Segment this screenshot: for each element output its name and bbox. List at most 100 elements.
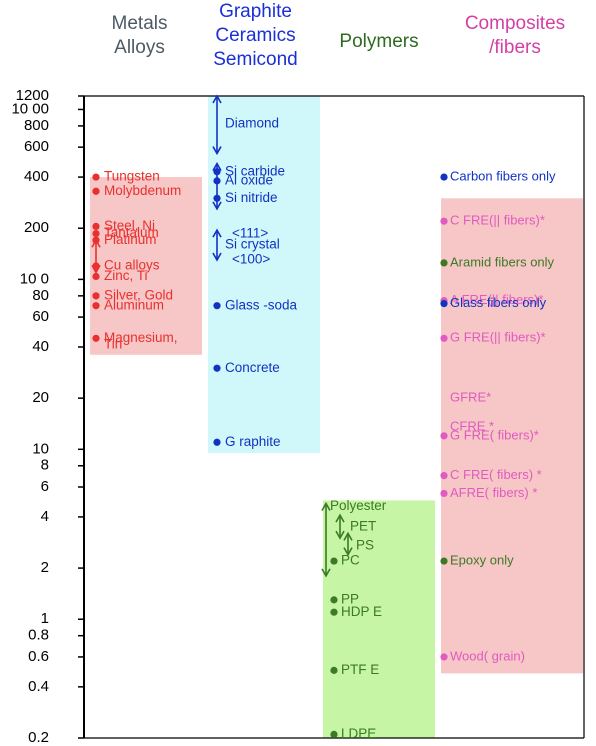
data-point (440, 432, 448, 440)
range-arrowhead (212, 228, 222, 238)
point-label: Al oxide (225, 172, 273, 187)
point-label: Platinum (104, 232, 157, 247)
point-label: Polyester (330, 498, 387, 513)
point-label: Aluminum (104, 297, 164, 312)
y-tick-label: 6 (41, 478, 49, 495)
data-point (440, 300, 448, 308)
column-band (441, 198, 583, 674)
column-header-polymers: Polymers (320, 30, 438, 54)
data-point (440, 173, 448, 181)
point-label: Si carbide (225, 163, 285, 178)
range-arrowhead (321, 568, 331, 578)
y-tick-label: 80 (32, 287, 49, 304)
data-point (92, 302, 100, 310)
data-point (330, 608, 338, 616)
point-label: <111> (232, 226, 268, 241)
data-point (440, 489, 448, 498)
data-point (213, 177, 221, 185)
range-arrowhead (212, 162, 222, 172)
data-point (92, 334, 100, 342)
y-tick-label: 10 0 (20, 270, 49, 287)
data-point (213, 194, 221, 202)
data-point (213, 364, 221, 372)
data-point (330, 596, 338, 604)
data-point (440, 557, 448, 565)
point-label: Tantalum (104, 225, 159, 240)
range-arrowhead (212, 146, 222, 156)
point-label: Zinc, Ti (104, 268, 148, 283)
data-point (330, 730, 338, 738)
data-point (440, 472, 448, 480)
header-line: /fibers (489, 37, 541, 58)
range-arrowhead (91, 238, 101, 248)
point-label: Cu alloys (104, 257, 160, 272)
column-band (323, 500, 435, 738)
point-label: A FRE(|| fibers)* (450, 292, 543, 307)
data-point (92, 187, 100, 195)
range-arrowhead (335, 530, 345, 540)
data-point (92, 272, 100, 281)
y-tick-label: 1 (41, 610, 49, 627)
point-label: Aramid fibers only (450, 254, 555, 269)
point-label: Silver, Gold (104, 287, 173, 302)
point-label: AFRE( fibers) * (450, 485, 537, 500)
data-point (213, 302, 221, 310)
y-tick-label: 0.6 (28, 648, 49, 665)
data-point (92, 229, 100, 238)
point-label: Tin (104, 337, 122, 352)
point-label: Si crystal (225, 236, 280, 251)
point-label: PTF E (341, 662, 379, 677)
point-label: C FRE(|| fibers)* (450, 213, 545, 228)
point-label: GFRE* (450, 390, 491, 405)
point-label: Carbon fibers only (450, 169, 556, 184)
y-tick-label: 20 (32, 389, 49, 406)
y-tick-label: 10 00 (11, 100, 49, 117)
data-point (213, 168, 221, 176)
header-line: Ceramics (215, 25, 296, 46)
y-tick-label: 60 (32, 308, 49, 325)
point-label: Si nitride (225, 190, 278, 205)
point-label: G FRE( fibers)* (450, 427, 539, 442)
point-label: Magnesium, (104, 330, 178, 345)
header-line: Semicond (213, 49, 298, 70)
y-tick-label: 1200 (16, 87, 49, 104)
point-label: PS (356, 537, 374, 552)
data-point (92, 292, 100, 300)
point-label: LDPE (341, 726, 376, 741)
range-arrowhead (335, 513, 345, 523)
y-tick-label: 2 (41, 559, 49, 576)
header-line: Alloys (114, 37, 165, 58)
y-tick-label: 0.4 (28, 678, 49, 695)
point-label: C FRE( fibers) * (450, 467, 542, 482)
header-line: Polymers (339, 31, 419, 52)
range-arrowhead (321, 501, 331, 511)
point-label: Steel, Ni (104, 218, 155, 233)
y-tick-label: 8 (41, 457, 49, 474)
range-arrowhead (343, 547, 353, 557)
y-tick-label: 600 (24, 138, 49, 155)
point-label: Tungsten (104, 169, 160, 184)
y-tick-label: 800 (24, 117, 49, 134)
point-label: PC (341, 553, 360, 568)
column-band (90, 177, 202, 355)
point-label: CFRE * (450, 419, 494, 434)
column-band (208, 96, 320, 454)
range-arrowhead (343, 531, 353, 541)
data-point (440, 653, 448, 661)
column-header-metals: Metals Alloys (82, 12, 197, 60)
y-tick-label: 10 (32, 440, 49, 457)
y-tick-label: 0.2 (28, 729, 49, 746)
y-tick-label: 4 (41, 508, 49, 525)
data-point (92, 173, 100, 181)
y-tick-label: 0.8 (28, 627, 49, 644)
y-tick-label: 200 (24, 219, 49, 236)
point-label: G raphite (225, 434, 281, 449)
point-label: <100> (232, 252, 270, 267)
point-label: Glass fibers only (450, 295, 547, 310)
data-point (440, 259, 448, 267)
header-line: Metals (111, 13, 168, 34)
data-point (440, 217, 448, 225)
data-point (330, 557, 338, 565)
point-label: PP (341, 591, 359, 606)
